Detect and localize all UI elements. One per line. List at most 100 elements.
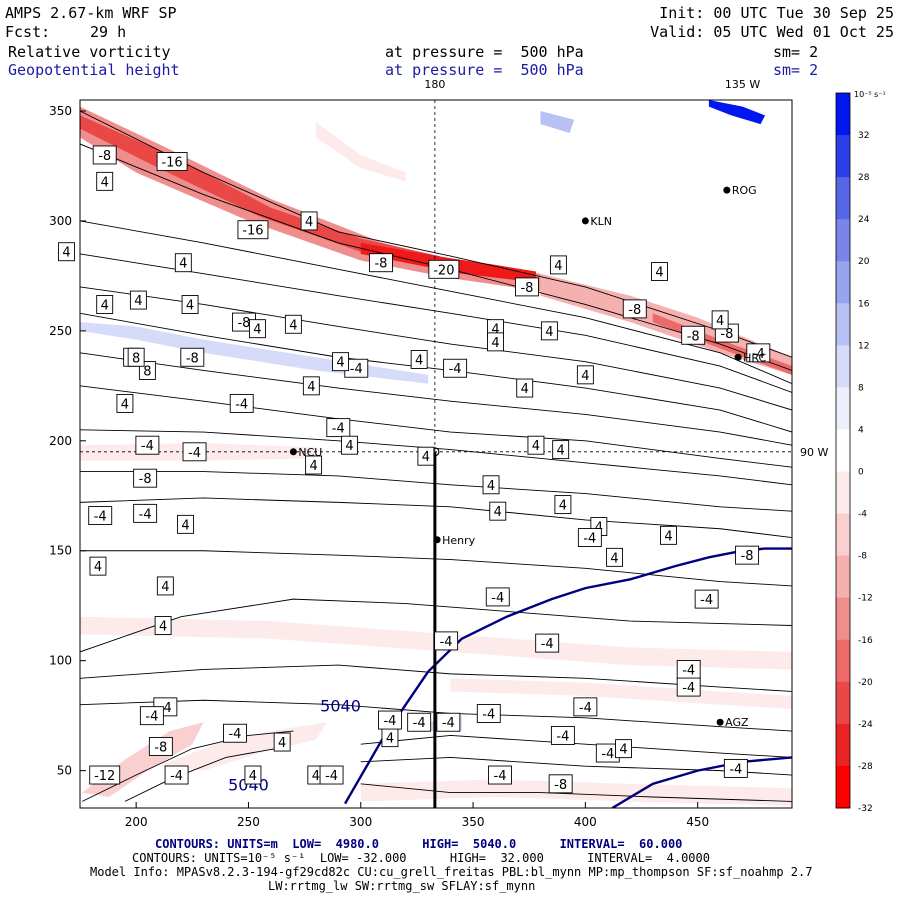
vorticity-label-box [711, 310, 729, 330]
y-tick-label: 350 [49, 104, 72, 118]
vorticity-label-box [515, 277, 539, 297]
vorticity-label-box [369, 253, 393, 273]
vorticity-contour-line [80, 497, 792, 538]
colorbar-segment [836, 429, 850, 473]
vorticity-label: -4 [442, 716, 455, 731]
vorticity-label-box [550, 725, 575, 745]
vorticity-label-box [248, 319, 266, 339]
vorticity-label-box [694, 589, 719, 609]
vorticity-label-box [443, 358, 468, 378]
vorticity-label-box [326, 418, 351, 438]
field1-smoothing: sm= 2 [773, 43, 819, 61]
vorticity-label-box [606, 547, 624, 567]
vorticity-label: -4 [494, 769, 507, 784]
vorticity-label: 4 [422, 450, 430, 465]
vorticity-label-box [436, 712, 461, 732]
vorticity-contour-line [80, 664, 792, 692]
vorticity-label: -8 [720, 327, 733, 342]
vorticity-label-box [723, 758, 748, 778]
vorticity-label-box [407, 712, 432, 732]
vorticity-label: 4 [307, 380, 315, 395]
vorticity-label: 4 [610, 551, 618, 566]
colorbar-segment [836, 261, 850, 304]
y-tick-label: 100 [49, 654, 72, 668]
colorbar-segment [836, 135, 850, 178]
y-tick-label: 250 [49, 324, 72, 338]
vorticity-label-box [133, 468, 158, 488]
colorbar-tick-label: -24 [858, 720, 873, 730]
vorticity-shade-band [540, 110, 575, 133]
vorticity-label: 4 [491, 323, 499, 338]
station-label: KLN [590, 215, 612, 228]
colorbar-segment [836, 639, 850, 683]
height-contour-5040 [611, 756, 792, 808]
vorticity-label-box [487, 332, 504, 352]
station-label: Henry [442, 534, 476, 547]
field2-level: at pressure = 500 hPa [385, 61, 584, 79]
vorticity-label: -4 [139, 507, 152, 522]
colorbar-segment [836, 387, 850, 430]
vorticity-label-box [476, 704, 501, 723]
vorticity-label-box [88, 506, 113, 526]
vorticity-label-box [341, 435, 358, 455]
vorticity-label: 8 [143, 364, 151, 379]
vorticity-label-box [576, 365, 594, 385]
vorticity-label: -16 [161, 156, 182, 171]
vorticity-label: 4 [386, 732, 394, 747]
fcst-value: 29 h [90, 23, 127, 41]
vorticity-label-box [434, 631, 459, 651]
vorticity-label-box [300, 211, 318, 231]
vorticity-label: -16 [242, 224, 263, 239]
colorbar-segment [836, 681, 850, 725]
colorbar-tick-label: 8 [858, 383, 864, 393]
vorticity-label-box [552, 440, 570, 460]
vorticity-label-box [96, 295, 114, 314]
vorticity-label: 4 [134, 294, 142, 309]
vorticity-label: -4 [332, 422, 345, 437]
vorticity-label-box [135, 435, 160, 455]
vorticity-label: 4 [716, 314, 724, 329]
field2-smoothing: sm= 2 [773, 61, 819, 79]
vorticity-label-box [156, 152, 188, 172]
colorbar-segment [836, 597, 850, 641]
vorticity-label: -8 [139, 472, 152, 487]
vorticity-label-box [180, 347, 205, 367]
init-time: Init: 00 UTC Tue 30 Sep 25 [659, 4, 894, 22]
colorbar-tick-label: 20 [858, 257, 870, 267]
colorbar-tick-label: 16 [858, 299, 870, 309]
vorticity-label: 4 [491, 336, 499, 351]
vorticity-label: -8 [520, 281, 533, 296]
vorticity-label-box [89, 765, 121, 785]
vorticity-label-box [535, 633, 560, 653]
colorbar-segment [836, 765, 850, 809]
vorticity-label-box [305, 455, 323, 475]
vorticity-shade-band [708, 100, 766, 125]
vorticity-label: -4 [752, 347, 765, 362]
vorticity-label-box [154, 616, 172, 635]
colorbar-tick-label: -4 [858, 510, 867, 520]
station-marker [734, 353, 742, 361]
vorticity-label-box [127, 347, 145, 367]
footer-physics-info: LW:rrtmg_lw SW:rrtmg_sw SFLAY:sf_mynn [268, 879, 536, 893]
vorticity-label: -8 [687, 329, 700, 344]
vorticity-label: 4 [159, 620, 167, 635]
vorticity-contour-line [80, 286, 792, 411]
vorticity-label-box [488, 765, 512, 785]
colorbar-segment [836, 513, 850, 557]
vorticity-label-box [174, 253, 192, 273]
vorticity-label: -8 [186, 351, 199, 366]
vorticity-label-box [527, 435, 545, 455]
colorbar-segment [836, 93, 850, 136]
vorticity-shade-band [315, 121, 406, 182]
vorticity-label: -4 [556, 729, 569, 744]
x-tick-label: 350 [462, 815, 485, 829]
vorticity-label-box [417, 446, 435, 466]
vorticity-label-box [164, 765, 189, 785]
vorticity-label: -4 [440, 635, 453, 650]
meridian-label: 90 W [800, 446, 828, 459]
vorticity-label: -8 [628, 303, 641, 318]
footer-height-contours: CONTOURS: UNITS=m LOW= 4980.0 HIGH= 5040… [155, 837, 683, 851]
vorticity-label: -4 [94, 510, 107, 525]
vorticity-label: 4 [345, 439, 353, 454]
vorticity-label: 4 [62, 246, 70, 261]
